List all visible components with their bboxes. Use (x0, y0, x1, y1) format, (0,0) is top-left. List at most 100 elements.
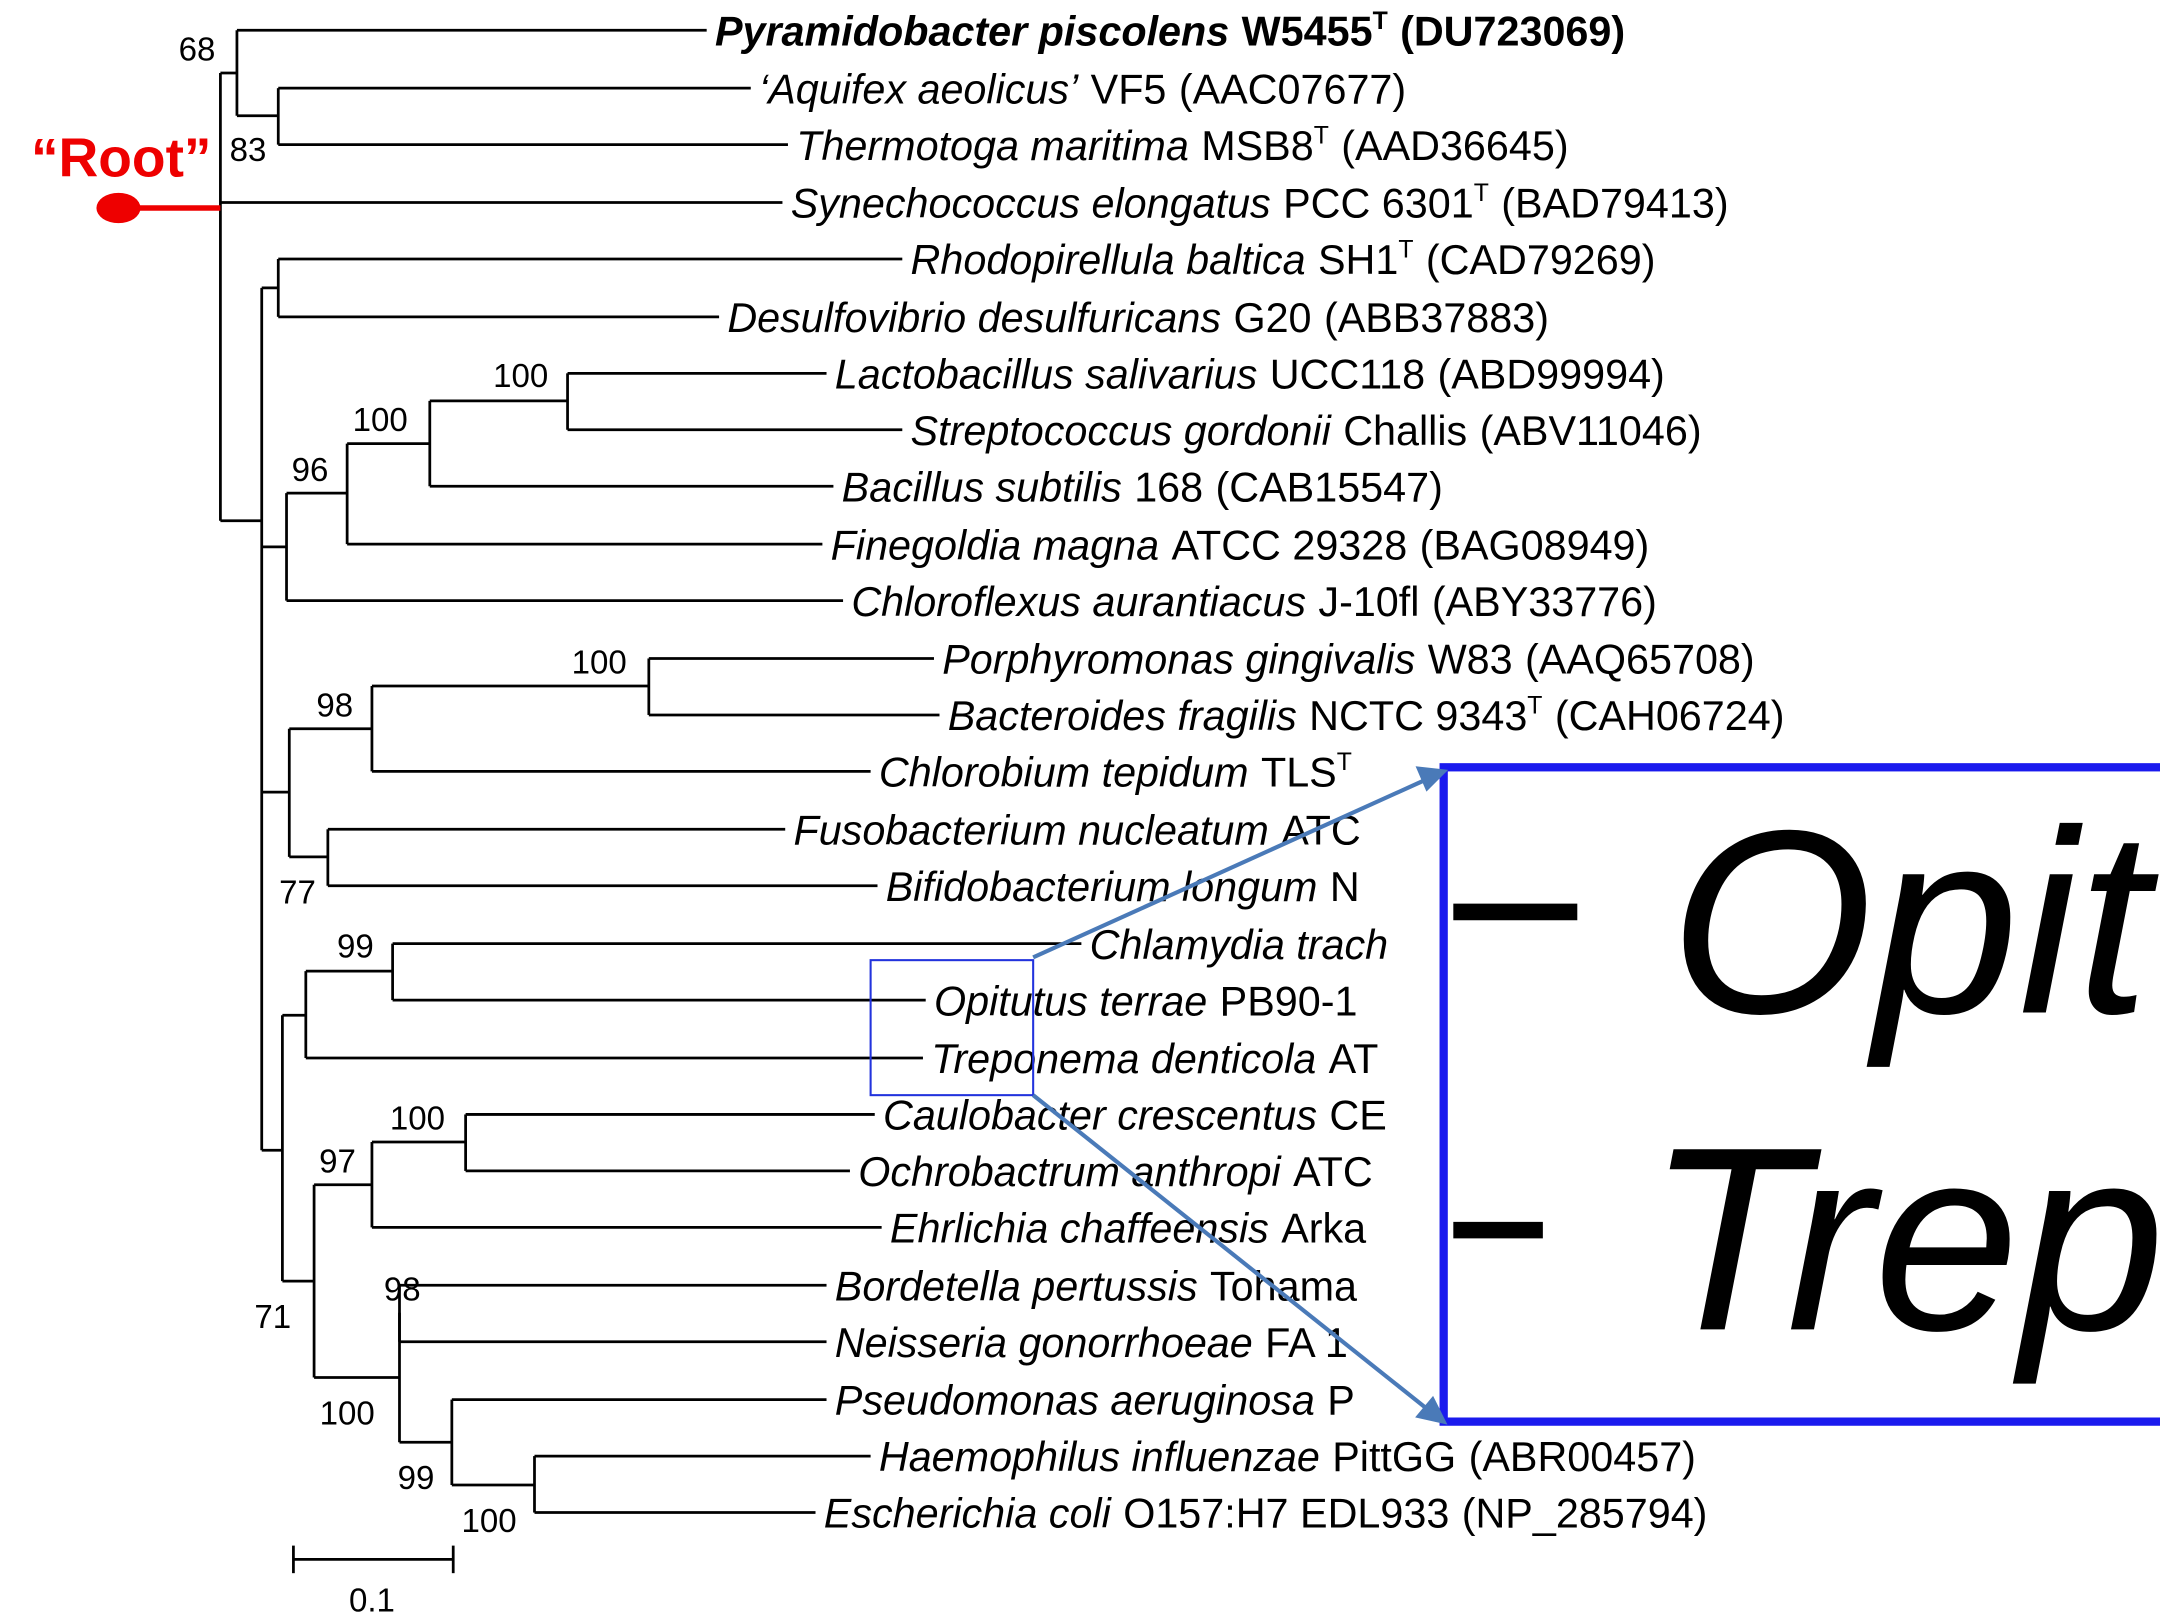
species-name: Pseudomonas aeruginosa (835, 1378, 1315, 1424)
strain: P (1327, 1378, 1355, 1424)
scale-bar: 0.1 (292, 1545, 455, 1620)
bootstrap-value: 77 (279, 875, 316, 912)
leaf-label: Chlorobium tepidum TLST (879, 749, 1352, 796)
strain: 168 (1134, 464, 1203, 510)
leaf-label: Finegoldia magna ATCC 29328 (BAG08949) (831, 522, 1650, 568)
type-strain-mark: T (1373, 8, 1388, 35)
zoom-arrows (1031, 766, 1449, 1425)
zoom-box (869, 959, 1035, 1097)
leaf-label: Escherichia coli O157:H7 EDL933 (NP_285794… (824, 1491, 1708, 1537)
leaf-label: Haemophilus influenzae PittGG (ABR00457) (879, 1434, 1696, 1480)
accession: (BAD79413) (1501, 181, 1728, 227)
bootstrap-value: 100 (390, 1101, 445, 1138)
strain: UCC118 (1270, 351, 1425, 397)
leaf-label: Bifidobacterium longum N (886, 864, 1360, 910)
species-name: Caulobacter crescentus (883, 1093, 1317, 1139)
bootstrap-value: 100 (353, 402, 408, 439)
leaf-label: Pyramidobacter piscolens W5455T (DU723069) (715, 8, 1625, 55)
strain: Tohama (1210, 1263, 1357, 1309)
species-name: Chlorobium tepidum (879, 750, 1249, 796)
leaf-label: Lactobacillus salivarius UCC118 (ABD99994) (835, 351, 1665, 397)
accession: (ABR00457) (1469, 1434, 1696, 1480)
leaf-label: Chloroflexus aurantiacus J-10fl (ABY33776) (851, 579, 1657, 625)
leaf-label: Fusobacterium nucleatum ATC (793, 807, 1360, 853)
type-strain-mark: T (1314, 122, 1329, 149)
strain: NCTC 9343 (1309, 693, 1527, 739)
accession: (AAQ65708) (1525, 637, 1755, 683)
species-name: Ochrobactrum anthropi (858, 1149, 1282, 1195)
accession: (AAD36645) (1341, 123, 1568, 169)
leaf-label: Bacillus subtilis 168 (CAB15547) (842, 464, 1443, 510)
type-strain-mark: T (1527, 693, 1542, 720)
accession: (CAH06724) (1555, 693, 1785, 739)
bootstrap-value: 100 (572, 645, 627, 682)
bootstrap-value: 100 (461, 1503, 516, 1540)
species-name: Chlamydia trach (1090, 922, 1389, 968)
species-name: Ehrlichia chaffeensis (890, 1206, 1269, 1252)
leaf-label: Thermotoga maritima MSB8T (AAD36645) (796, 122, 1568, 169)
leaf-label: Rhodopirellula baltica SH1T (CAD79269) (911, 237, 1656, 284)
accession: (CAD79269) (1426, 237, 1656, 283)
species-name: Rhodopirellula baltica (911, 237, 1306, 283)
leaf-label: Bacteroides fragilis NCTC 9343T (CAH06724) (948, 693, 1785, 740)
species-name: Bifidobacterium longum (886, 864, 1318, 910)
bootstrap-value: 83 (230, 132, 267, 169)
species-name: Chloroflexus aurantiacus (851, 579, 1306, 625)
leaf-label: Chlamydia trach (1090, 922, 1389, 968)
strain: SH1 (1318, 237, 1398, 283)
accession: (ABV11046) (1480, 408, 1702, 454)
leaf-label: Pseudomonas aeruginosa P (835, 1378, 1355, 1424)
strain: PittGG (1332, 1434, 1456, 1480)
accession: (BAG08949) (1420, 522, 1650, 568)
leaf-label: Neisseria gonorrhoeae FA 1 (835, 1320, 1348, 1366)
strain: O157:H7 EDL933 (1123, 1491, 1449, 1537)
type-strain-mark: T (1474, 180, 1489, 207)
strain: AT (1329, 1036, 1379, 1082)
species-name: Pyramidobacter piscolens (715, 8, 1229, 54)
species-name: Thermotoga maritima (796, 123, 1189, 169)
species-name: Opitutus terrae (934, 978, 1207, 1024)
bootstrap-value: 98 (384, 1271, 421, 1308)
root-dot (96, 192, 141, 224)
accession: (CAB15547) (1216, 464, 1443, 510)
leaf-label: Streptococcus gordonii Challis (ABV11046) (911, 408, 1702, 454)
species-name: Streptococcus gordonii (911, 408, 1333, 454)
accession: (DU723069) (1400, 8, 1625, 54)
strain: VF5 (1091, 66, 1167, 112)
strain: TLS (1261, 750, 1337, 796)
accession: (ABY33776) (1432, 579, 1657, 625)
leaf-label: Desulfovibrio desulfuricans G20 (ABB37883) (727, 295, 1549, 341)
strain: J-10fl (1318, 579, 1419, 625)
bootstrap-value: 71 (254, 1299, 291, 1336)
species-name: Bordetella pertussis (835, 1263, 1198, 1309)
bootstrap-value: 100 (320, 1395, 375, 1432)
accession: (NP_285794) (1462, 1491, 1708, 1537)
accession: (ABD99994) (1437, 351, 1664, 397)
species-name: Finegoldia magna (831, 522, 1159, 568)
bootstrap-value: 99 (398, 1460, 435, 1497)
strain: FA 1 (1265, 1320, 1348, 1366)
strain: CE (1329, 1093, 1386, 1139)
species-name: Bacteroides fragilis (948, 693, 1297, 739)
accession: (AAC07677) (1179, 66, 1406, 112)
species-name: Neisseria gonorrhoeae (835, 1320, 1253, 1366)
strain: G20 (1233, 295, 1311, 341)
leaf-label: Bordetella pertussis Tohama (835, 1263, 1357, 1309)
bootstrap-value: 68 (179, 32, 216, 69)
strain: ATCC 29328 (1171, 522, 1407, 568)
root-label: “Root” (31, 126, 212, 188)
leaf-label: Ochrobactrum anthropi ATC (858, 1149, 1372, 1195)
scale-label: 0.1 (349, 1583, 395, 1620)
species-name: Desulfovibrio desulfuricans (727, 295, 1221, 341)
bootstrap-value: 97 (319, 1143, 356, 1180)
inset-text: Opit (1670, 777, 2159, 1070)
leaf-label: Porphyromonas gingivalis W83 (AAQ65708) (942, 637, 1754, 683)
inset-text: Trep (1646, 1093, 2160, 1386)
inset (1439, 763, 2160, 1426)
tree: Pyramidobacter piscolens W5455T (DU723069)… (179, 8, 1785, 1540)
species-name: Bacillus subtilis (842, 464, 1122, 510)
strain: Challis (1343, 408, 1467, 454)
accession: (ABB37883) (1324, 295, 1549, 341)
